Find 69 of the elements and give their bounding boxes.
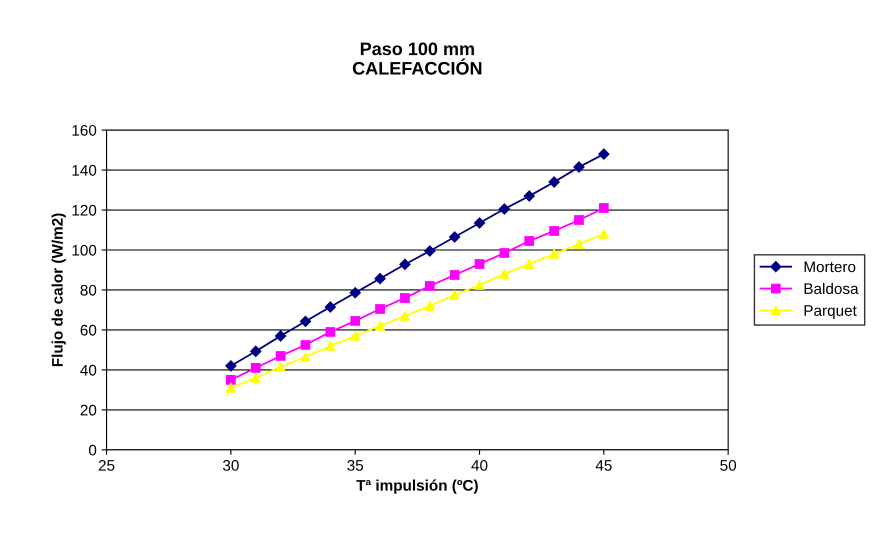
x-tick-label: 25 bbox=[98, 460, 114, 471]
point bbox=[226, 375, 236, 385]
y-tick-label: 40 bbox=[80, 364, 96, 376]
legend-label: Parquet bbox=[804, 305, 857, 319]
point bbox=[474, 259, 484, 269]
point bbox=[450, 290, 460, 300]
x-tick-label: 35 bbox=[347, 460, 364, 471]
point bbox=[548, 176, 560, 188]
point bbox=[275, 330, 286, 342]
x-tick-label: 50 bbox=[720, 460, 736, 471]
point bbox=[400, 311, 410, 321]
y-axis-title: Flujo de calor (W/m2) bbox=[52, 213, 66, 366]
point bbox=[350, 316, 360, 326]
point bbox=[524, 190, 535, 202]
point bbox=[325, 327, 336, 337]
point bbox=[598, 229, 609, 239]
point bbox=[598, 203, 609, 213]
legend-label: Baldosa bbox=[804, 282, 859, 294]
x-axis-title: Tª impulsión (ºC) bbox=[356, 479, 478, 494]
point bbox=[399, 258, 411, 270]
point bbox=[500, 248, 510, 258]
point bbox=[225, 360, 236, 372]
point bbox=[375, 304, 385, 314]
y-tick-label: 60 bbox=[80, 324, 96, 336]
point bbox=[250, 363, 261, 373]
point bbox=[375, 321, 385, 331]
point bbox=[573, 161, 585, 173]
y-tick-label: 80 bbox=[80, 284, 96, 296]
y-tick-label: 140 bbox=[72, 164, 96, 176]
point bbox=[449, 231, 460, 243]
x-tick-label: 40 bbox=[471, 460, 488, 471]
point bbox=[549, 226, 559, 236]
point bbox=[300, 316, 312, 327]
y-tick-label: 0 bbox=[88, 444, 96, 456]
y-tick-label: 160 bbox=[72, 124, 96, 136]
point bbox=[524, 236, 534, 246]
legend-label: Mortero bbox=[804, 262, 856, 272]
point bbox=[450, 270, 460, 280]
point bbox=[400, 293, 410, 303]
point bbox=[250, 346, 262, 357]
y-tick-label: 120 bbox=[72, 204, 96, 216]
point bbox=[276, 362, 286, 372]
point bbox=[374, 272, 386, 284]
chart-title: Paso 100 mm CALEFACCIÓN bbox=[352, 42, 482, 75]
point bbox=[300, 352, 310, 362]
point bbox=[226, 383, 236, 393]
point bbox=[276, 351, 286, 361]
point bbox=[500, 269, 510, 279]
point bbox=[474, 217, 486, 229]
point bbox=[574, 239, 584, 249]
y-tick-label: 100 bbox=[72, 244, 96, 256]
point bbox=[424, 245, 436, 257]
point bbox=[524, 259, 534, 269]
point bbox=[250, 373, 261, 383]
point bbox=[498, 203, 510, 215]
point bbox=[424, 281, 435, 291]
point bbox=[300, 340, 310, 350]
point bbox=[424, 301, 435, 311]
point bbox=[574, 215, 584, 225]
point bbox=[350, 287, 361, 298]
point bbox=[598, 148, 610, 160]
point bbox=[350, 331, 360, 341]
x-tick-label: 45 bbox=[596, 460, 612, 471]
point bbox=[324, 301, 336, 313]
point bbox=[549, 249, 559, 259]
point bbox=[325, 341, 336, 351]
y-tick-label: 20 bbox=[80, 404, 96, 416]
point bbox=[474, 280, 484, 290]
x-tick-label: 30 bbox=[222, 460, 239, 471]
